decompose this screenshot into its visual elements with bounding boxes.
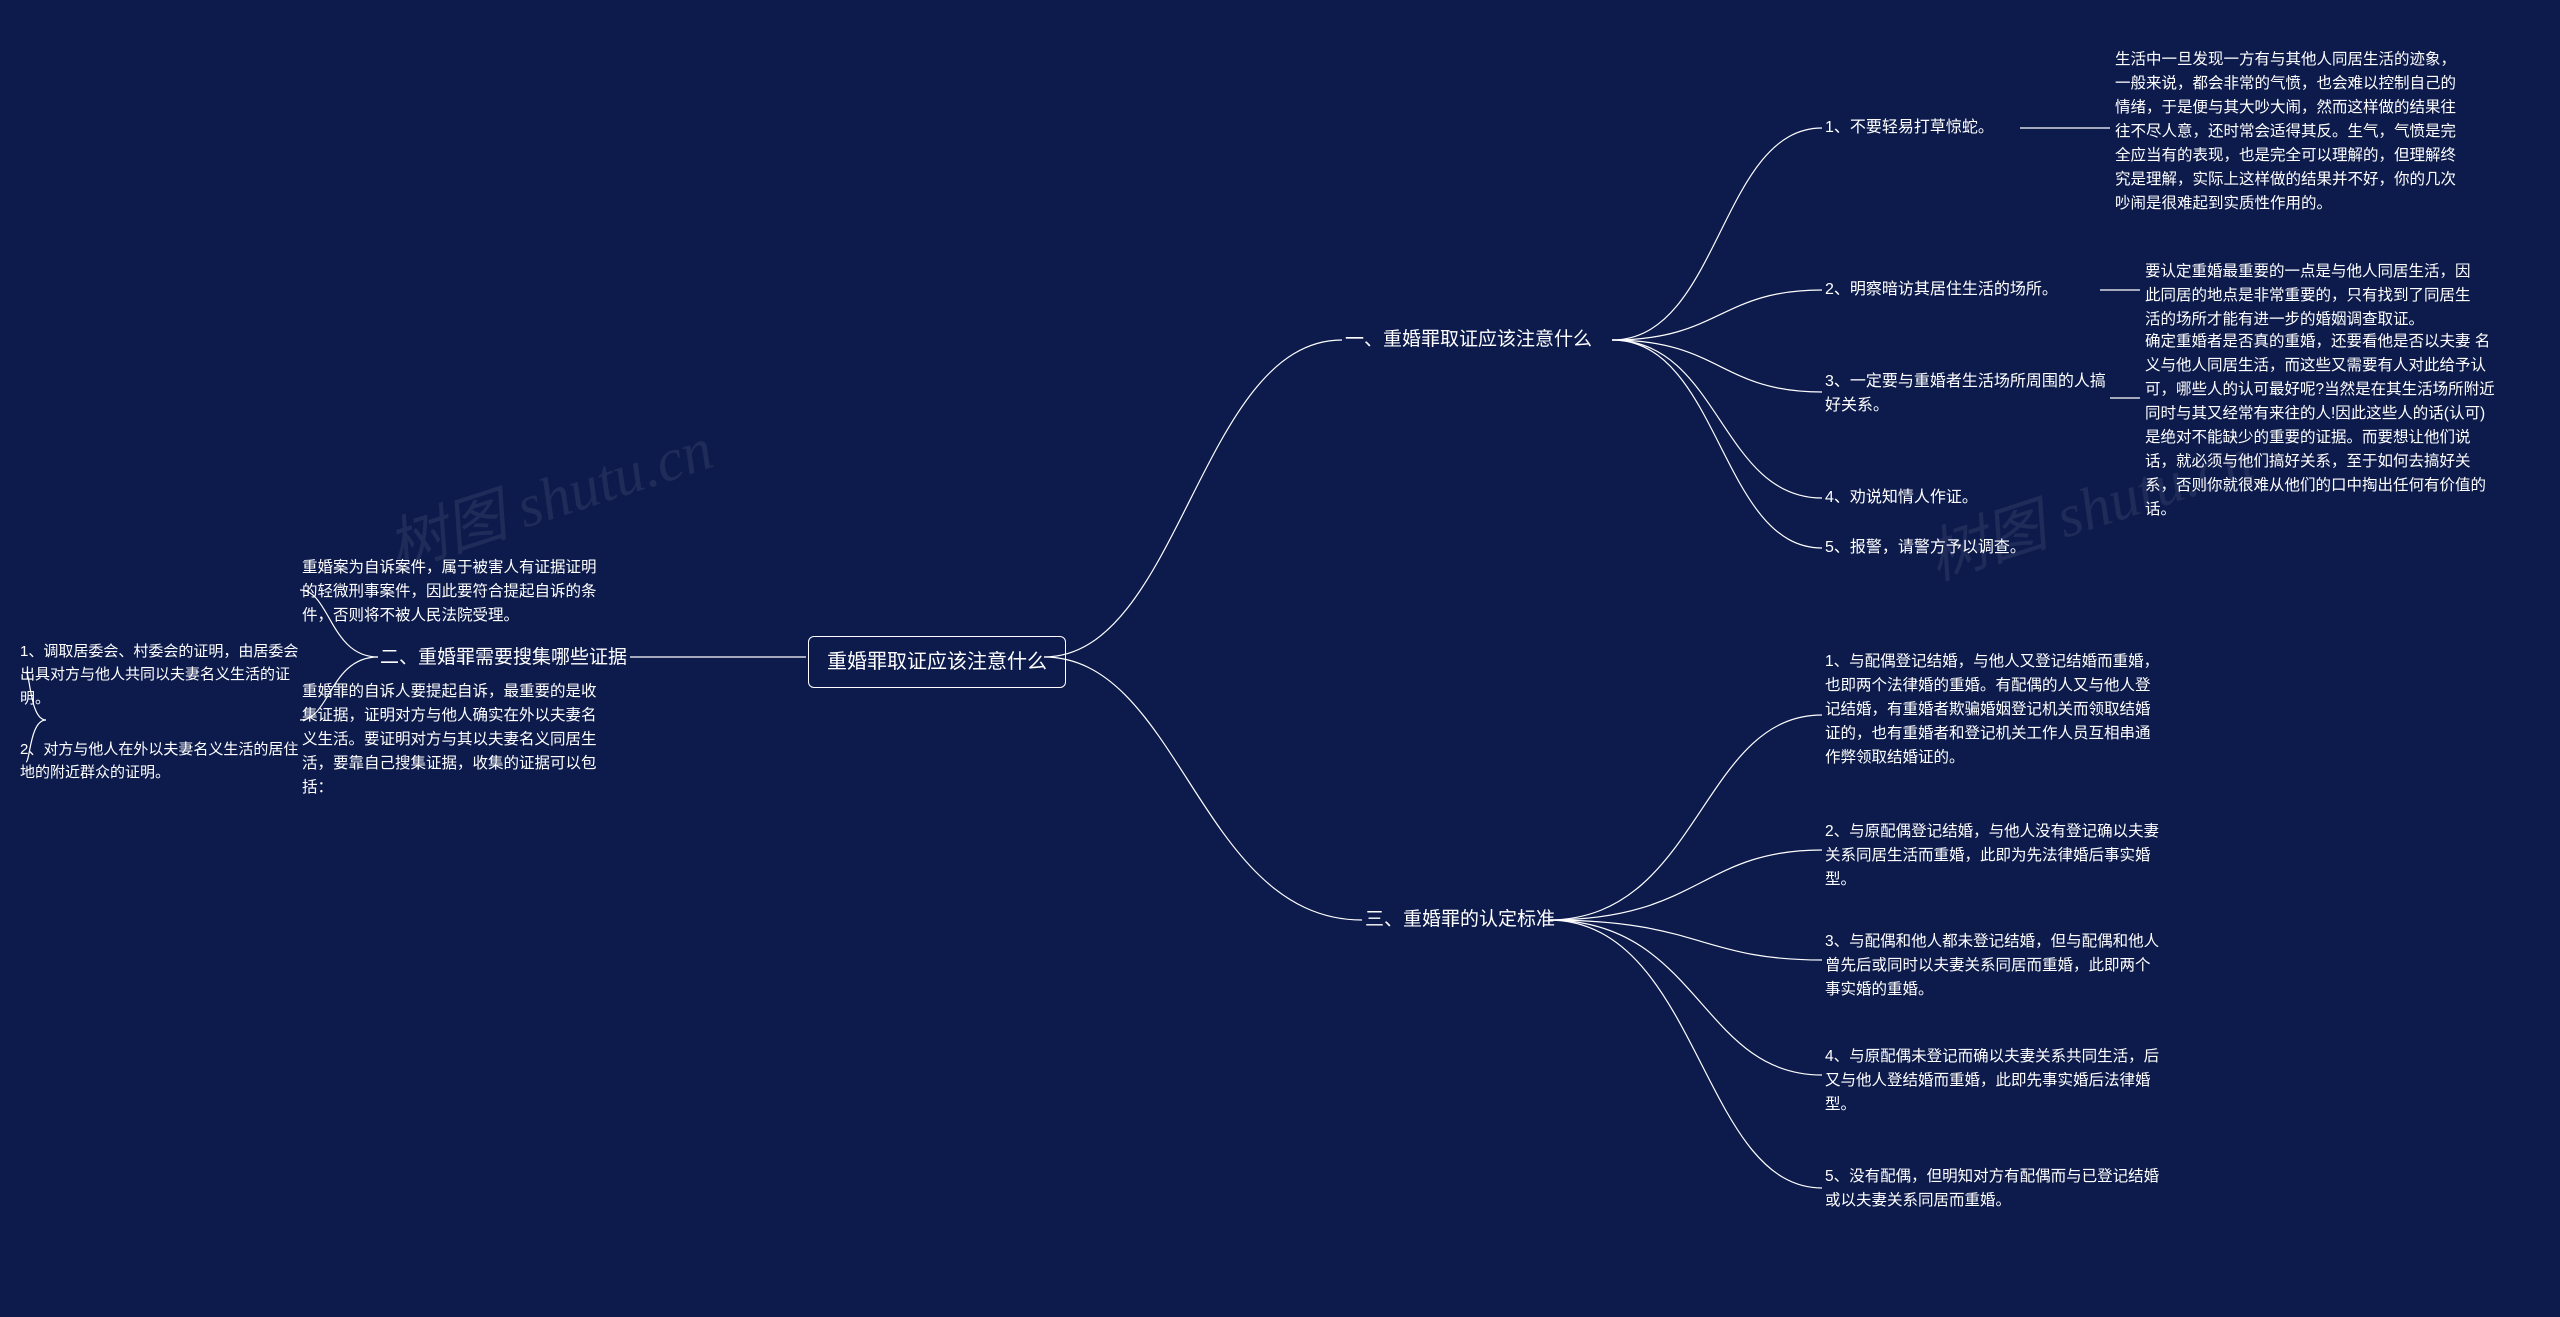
b1-item-2-desc: 要认定重婚最重要的一点是与他人同居生活，因此同居的地点是非常重要的，只有找到了同… [2145,260,2485,332]
b2-desc-2: 重婚罪的自诉人要提起自诉，最重要的是收集证据，证明对方与他人确实在外以夫妻名义生… [302,680,602,800]
center-topic[interactable]: 重婚罪取证应该注意什么 [808,636,1066,688]
b1-item-4[interactable]: 4、劝说知情人作证。 [1825,486,1978,510]
branch-1[interactable]: 一、重婚罪取证应该注意什么 [1345,326,1592,355]
b3-item-1[interactable]: 1、与配偶登记结婚，与他人又登记结婚而重婚，也即两个法律婚的重婚。有配偶的人又与… [1825,650,2160,770]
b1-item-5[interactable]: 5、报警，请警方予以调查。 [1825,536,2026,560]
b2-leaf-1[interactable]: 1、调取居委会、村委会的证明，由居委会出具对方与他人共同以夫妻名义生活的证明。 [20,640,300,710]
b1-item-1[interactable]: 1、不要轻易打草惊蛇。 [1825,116,1994,140]
branch-2[interactable]: 二、重婚罪需要搜集哪些证据 [380,644,627,673]
b1-item-3-desc: 确定重婚者是否真的重婚，还要看他是否以夫妻 名义与他人同居生活，而这些又需要有人… [2145,330,2500,522]
b2-desc-1: 重婚案为自诉案件，属于被害人有证据证明的轻微刑事案件，因此要符合提起自诉的条件，… [302,556,602,628]
b3-item-4[interactable]: 4、与原配偶未登记而确以夫妻关系共同生活，后又与他人登结婚而重婚，此即先事实婚后… [1825,1045,2160,1117]
b1-item-2[interactable]: 2、明察暗访其居住生活的场所。 [1825,278,2058,302]
b3-item-3[interactable]: 3、与配偶和他人都未登记结婚，但与配偶和他人曾先后或同时以夫妻关系同居而重婚，此… [1825,930,2160,1002]
b1-item-1-desc: 生活中一旦发现一方有与其他人同居生活的迹象，一般来说，都会非常的气愤，也会难以控… [2115,48,2470,216]
b3-item-2[interactable]: 2、与原配偶登记结婚，与他人没有登记确以夫妻关系同居生活而重婚，此即为先法律婚后… [1825,820,2160,892]
branch-3[interactable]: 三、重婚罪的认定标准 [1365,906,1555,935]
b1-item-3[interactable]: 3、一定要与重婚者生活场所周围的人搞好关系。 [1825,370,2115,418]
b2-leaf-2[interactable]: 2、对方与他人在外以夫妻名义生活的居住地的附近群众的证明。 [20,738,300,785]
b3-item-5[interactable]: 5、没有配偶，但明知对方有配偶而与已登记结婚或以夫妻关系同居而重婚。 [1825,1165,2160,1213]
